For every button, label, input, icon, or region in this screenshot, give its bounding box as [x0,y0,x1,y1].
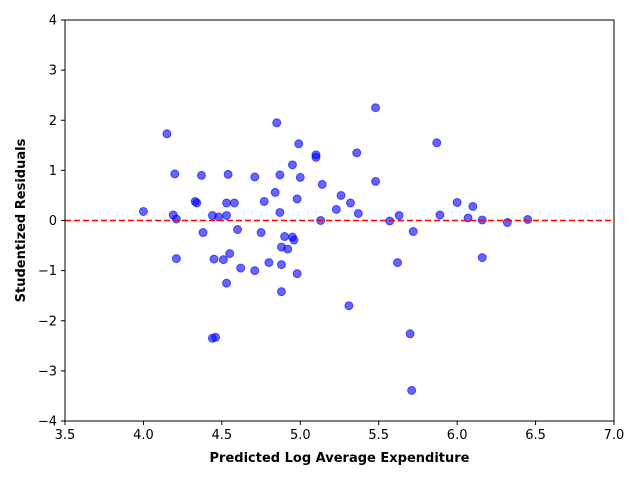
data-point [250,172,260,182]
data-point [405,329,415,339]
markers-layer [138,103,533,395]
data-point [223,169,233,179]
data-point [250,266,260,276]
data-point [196,170,206,180]
y-tick-label: −4 [38,415,57,430]
data-point [233,225,243,235]
data-point [264,258,274,268]
y-tick-label: 4 [49,14,57,29]
data-point [171,254,181,264]
data-point [371,176,381,186]
data-point [523,214,533,224]
data-point [287,160,297,170]
data-point [407,385,417,395]
data-point [275,170,285,180]
y-axis-ticks: −4 −3 −2 −1 0 1 2 3 4 [38,14,65,430]
data-point [477,253,487,263]
x-tick-label: 4.5 [212,428,233,443]
data-point [236,263,246,273]
x-axis-ticks: 3.5 4.0 4.5 5.0 5.5 6.0 6.5 7.0 [55,421,625,443]
data-point [331,204,341,214]
y-tick-label: −2 [38,314,57,329]
data-point [353,208,363,218]
data-point [394,210,404,220]
data-point [275,207,285,217]
y-axis-label: Studentized Residuals [14,138,29,302]
data-point [289,235,299,245]
data-point [408,227,418,237]
y-tick-label: 1 [49,164,57,179]
data-point [311,152,321,162]
y-tick-label: 2 [49,114,57,129]
data-point [272,118,282,128]
x-tick-label: 5.0 [290,428,311,443]
data-point [292,269,302,279]
x-tick-label: 7.0 [604,428,625,443]
data-point [317,179,327,189]
data-point [352,148,362,158]
data-point [294,139,304,149]
data-point [171,214,181,224]
data-point [371,103,381,113]
data-point [295,172,305,182]
data-point [283,244,293,254]
y-tick-label: −3 [38,364,57,379]
data-point [162,129,172,139]
data-point [452,197,462,207]
x-tick-label: 6.5 [525,428,546,443]
data-point [211,332,221,342]
x-tick-label: 3.5 [55,428,76,443]
data-point [336,190,346,200]
data-point [345,198,355,208]
data-point [276,260,286,270]
data-point [229,198,239,208]
data-point [393,258,403,268]
data-point [222,198,232,208]
data-point [292,194,302,204]
data-point [259,196,269,206]
data-point [256,228,266,238]
y-tick-label: 0 [49,214,57,229]
data-point [170,169,180,179]
x-axis-label: Predicted Log Average Expenditure [210,451,470,466]
y-tick-label: 3 [49,64,57,79]
x-tick-label: 6.0 [447,428,468,443]
data-point [276,287,286,297]
x-tick-label: 4.0 [133,428,154,443]
y-tick-label: −1 [38,264,57,279]
data-point [344,301,354,311]
data-point [138,206,148,216]
data-point [209,254,219,264]
data-point [468,201,478,211]
data-point [225,249,235,259]
data-point [222,210,232,220]
data-point [435,210,445,220]
data-point [270,187,280,197]
data-point [280,232,290,242]
x-tick-label: 5.5 [368,428,389,443]
data-point [192,198,202,208]
data-point [222,278,232,288]
data-point [432,138,442,148]
data-point [218,255,228,265]
data-point [198,228,208,238]
